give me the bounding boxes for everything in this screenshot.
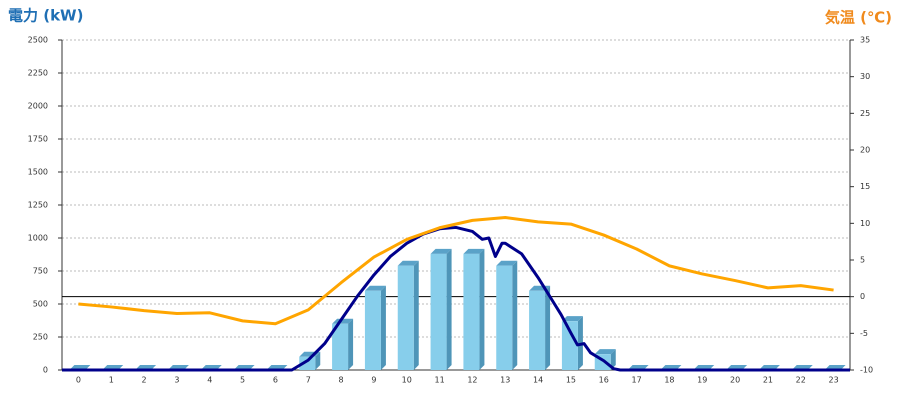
- x-tick-label: 22: [796, 376, 806, 385]
- bar-top: [397, 260, 419, 266]
- y-tick-label: 2500: [28, 36, 48, 45]
- x-tick-label: 4: [207, 376, 212, 385]
- y2-tick-label: 10: [860, 219, 870, 228]
- temperature-line: [78, 215, 834, 326]
- x-tick-label: 12: [467, 376, 477, 385]
- y-tick-label: 2000: [28, 102, 48, 111]
- y-tick-label: 1250: [28, 201, 48, 210]
- x-tick-label: 19: [697, 376, 707, 385]
- x-tick-label: 14: [533, 376, 543, 385]
- bar: [463, 253, 480, 370]
- bar-side: [610, 349, 616, 370]
- x-tick-label: 7: [306, 376, 311, 385]
- x-tick-label: 18: [664, 376, 674, 385]
- y-tick-label: 250: [33, 333, 48, 342]
- y2-tick-label: -10: [860, 366, 873, 375]
- x-tick-label: 0: [76, 376, 81, 385]
- bar-side: [380, 285, 386, 370]
- power-line: [62, 225, 850, 372]
- y-tick-label: 500: [33, 300, 48, 309]
- x-tick-label: 15: [566, 376, 576, 385]
- bar: [561, 321, 578, 370]
- bar-top: [430, 248, 452, 254]
- x-tick-label: 3: [174, 376, 179, 385]
- x-tick-label: 20: [730, 376, 740, 385]
- bar-side: [479, 248, 485, 370]
- x-tick-label: 16: [599, 376, 609, 385]
- y-tick-label: 1500: [28, 168, 48, 177]
- bar-side: [315, 351, 321, 370]
- bar-top: [561, 316, 583, 322]
- x-tick-label: 21: [763, 376, 773, 385]
- y2-tick-label: 20: [860, 146, 870, 155]
- bar-side: [413, 260, 419, 370]
- bar: [529, 290, 546, 370]
- y-tick-label: 1000: [28, 234, 48, 243]
- right-axis-title: 気温 (℃): [825, 9, 892, 27]
- bar-side: [545, 285, 551, 370]
- left-axis-title: 電力 (kW): [8, 7, 83, 25]
- bar: [332, 323, 349, 370]
- bar-side: [512, 260, 518, 370]
- bar-top: [332, 318, 354, 324]
- bar: [430, 253, 447, 370]
- bar-top: [364, 285, 386, 291]
- bar-side: [348, 318, 354, 370]
- x-tick-label: 17: [631, 376, 641, 385]
- bar: [397, 265, 414, 370]
- bar-top: [594, 349, 616, 355]
- x-tick-label: 6: [273, 376, 278, 385]
- bar: [299, 356, 316, 370]
- y-tick-label: 1750: [28, 135, 48, 144]
- x-tick-label: 10: [402, 376, 412, 385]
- x-tick-label: 11: [434, 376, 444, 385]
- x-tick-label: 9: [371, 376, 376, 385]
- y-tick-label: 2250: [28, 69, 48, 78]
- bar: [496, 265, 513, 370]
- y-tick-label: 750: [33, 267, 48, 276]
- x-tick-label: 5: [240, 376, 245, 385]
- bar: [364, 290, 381, 370]
- y2-tick-label: -5: [860, 329, 868, 338]
- bar-top: [463, 248, 485, 254]
- y2-tick-label: 25: [860, 109, 870, 118]
- x-tick-label: 13: [500, 376, 510, 385]
- bar-top: [496, 260, 518, 266]
- y2-tick-label: 5: [860, 256, 865, 265]
- y-tick-label: 0: [43, 366, 48, 375]
- y2-tick-label: 15: [860, 182, 870, 191]
- x-tick-label: 8: [339, 376, 344, 385]
- x-tick-label: 1: [109, 376, 114, 385]
- x-tick-label: 23: [828, 376, 838, 385]
- x-tick-label: 2: [142, 376, 147, 385]
- bar-side: [446, 248, 452, 370]
- y2-tick-label: 35: [860, 36, 870, 45]
- y2-tick-label: 0: [860, 292, 865, 301]
- y2-tick-label: 30: [860, 72, 870, 81]
